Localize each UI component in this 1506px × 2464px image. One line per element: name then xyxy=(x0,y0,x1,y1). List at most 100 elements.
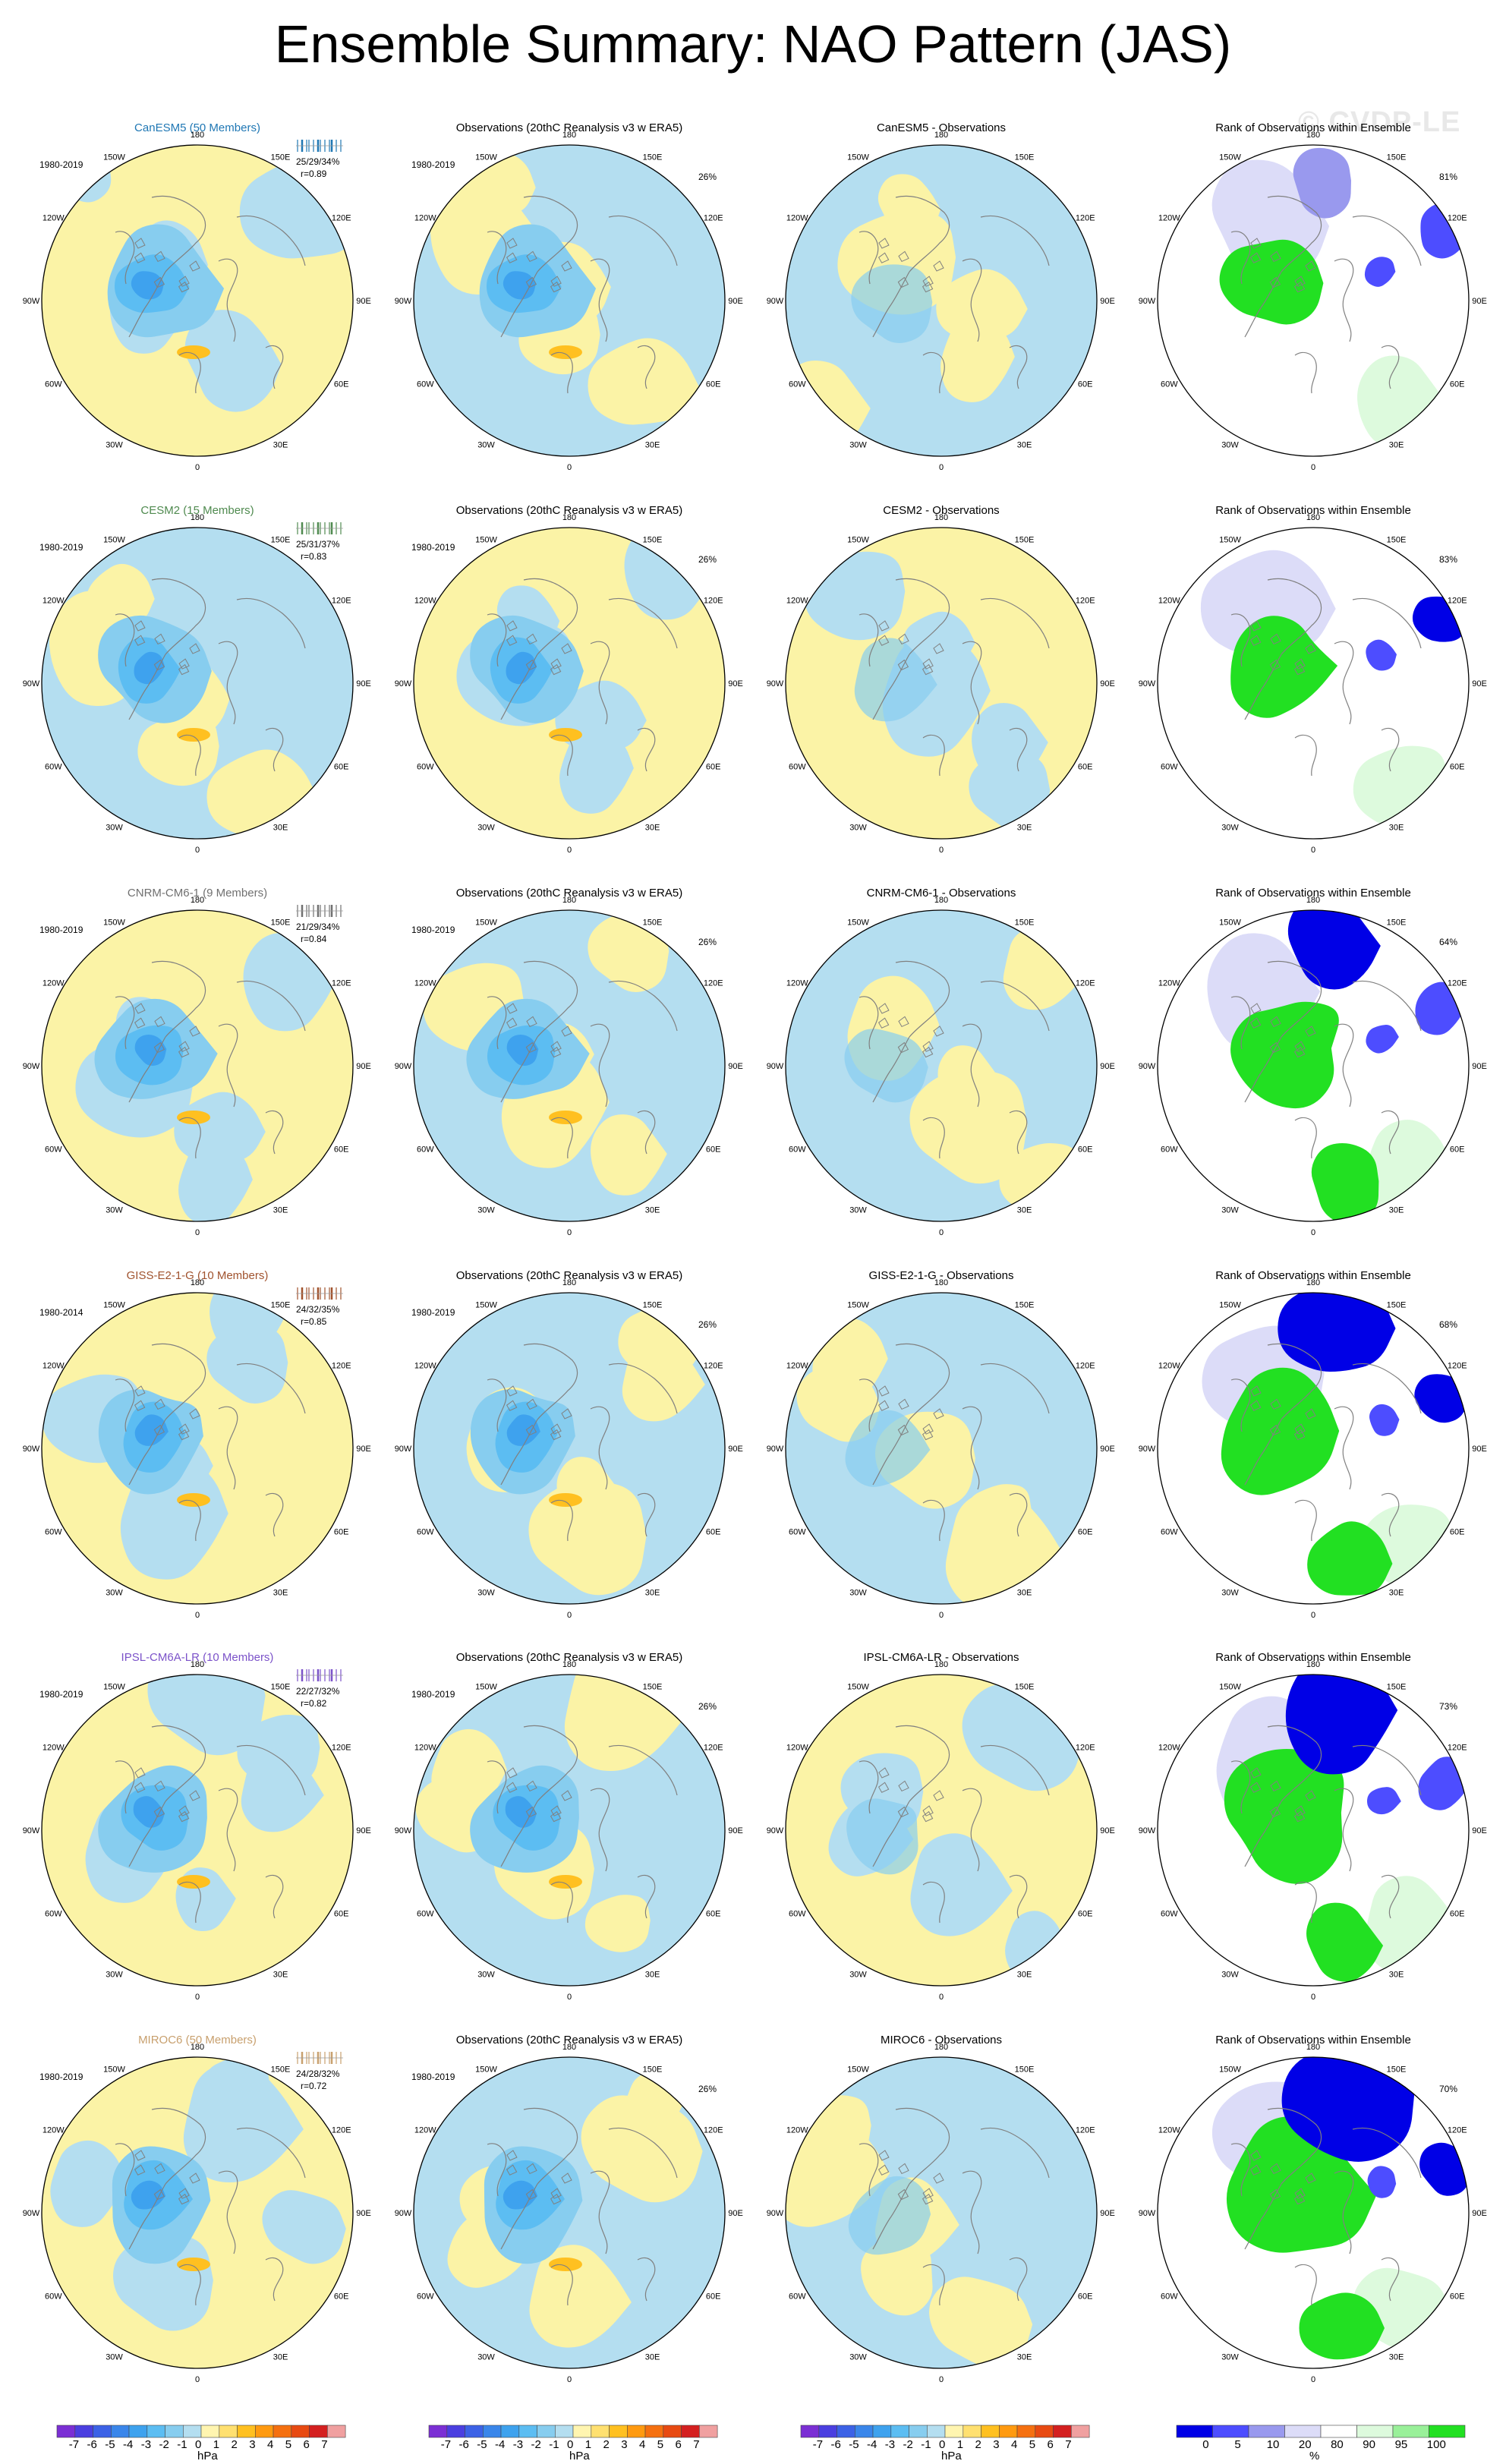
longitude-label: 180 xyxy=(934,896,948,905)
map-field xyxy=(1158,1675,1469,1986)
colorbar-swatch xyxy=(855,2425,874,2438)
longitude-label: 120E xyxy=(704,214,723,223)
longitude-label: 150E xyxy=(643,535,663,544)
colorbar-swatch xyxy=(998,2425,1018,2438)
longitude-label: 90W xyxy=(767,2209,784,2218)
colorbar-swatch xyxy=(1284,2425,1322,2438)
longitude-label: 60W xyxy=(45,1145,62,1155)
colorbar-tick: -2 xyxy=(159,2438,169,2451)
longitude-label: 60E xyxy=(1078,763,1093,772)
longitude-label: 30E xyxy=(1389,1589,1404,1598)
longitude-label: 150W xyxy=(847,535,869,544)
longitude-label: 0 xyxy=(567,846,572,855)
longitude-label: 0 xyxy=(567,1611,572,1620)
panel-title: IPSL-CM6A-LR (10 Members) xyxy=(121,1651,274,1664)
variance-range: 21/29/34% xyxy=(296,922,340,932)
map-field xyxy=(1158,910,1469,1221)
longitude-label: 90E xyxy=(1472,1445,1487,1454)
longitude-label: 60W xyxy=(789,1910,806,1919)
longitude-label: 30W xyxy=(849,824,867,833)
longitude-label: 60W xyxy=(45,763,62,772)
colorbar-swatch xyxy=(872,2425,892,2438)
longitude-label: 180 xyxy=(562,1660,576,1669)
longitude-label: 30W xyxy=(1221,1206,1239,1215)
model-panel: GISS-E2-1-G (10 Members) 1980-2014 24/32/3… xyxy=(23,1269,371,1620)
longitude-label: 90W xyxy=(1139,2209,1156,2218)
variance-explained: 26% xyxy=(698,2084,717,2094)
colorbar-tick: -6 xyxy=(830,2438,841,2451)
colorbar-swatch xyxy=(698,2425,718,2438)
longitude-label: 0 xyxy=(1311,463,1315,472)
longitude-label: 120E xyxy=(704,597,723,606)
colorbar-swatch xyxy=(128,2425,148,2438)
longitude-label: 90E xyxy=(1100,1445,1115,1454)
variance-explained: 26% xyxy=(698,1701,717,1712)
longitude-label: 90E xyxy=(356,297,371,306)
panel-title: Rank of Observations within Ensemble xyxy=(1215,1651,1411,1664)
rank-percent: 70% xyxy=(1439,2084,1458,2094)
longitude-label: 30W xyxy=(1221,824,1239,833)
longitude-label: 150W xyxy=(1219,1682,1241,1691)
longitude-label: 120W xyxy=(43,597,65,606)
longitude-label: 150E xyxy=(643,1300,663,1309)
longitude-label: 60E xyxy=(1450,1910,1465,1919)
colorbar-tick: 5 xyxy=(285,2438,292,2451)
panel-title: Rank of Observations within Ensemble xyxy=(1215,504,1411,517)
panel-title: Observations (20thC Reanalysis v3 w ERA5… xyxy=(455,887,683,900)
polar-map: 180 150E 120E 90E 60E 30E 0 30W 60W 90W 120W 150W xyxy=(1139,1660,1487,2002)
longitude-label: 150W xyxy=(847,1682,869,1691)
panel-title: CNRM-CM6-1 (9 Members) xyxy=(127,887,268,900)
longitude-label: 180 xyxy=(191,1660,204,1669)
colorbar-tick: -6 xyxy=(87,2438,97,2451)
difference-panel: CNRM-CM6-1 - Observations 180 150E 120E 90E 6… xyxy=(767,887,1115,1237)
longitude-label: 150E xyxy=(1015,2065,1035,2074)
longitude-label: 60E xyxy=(706,1910,721,1919)
longitude-label: 60E xyxy=(1450,2292,1465,2302)
longitude-label: 150E xyxy=(1387,1682,1407,1691)
longitude-label: 150W xyxy=(475,153,497,162)
colorbar-swatch xyxy=(555,2425,574,2438)
longitude-label: 60E xyxy=(1078,2292,1093,2302)
longitude-label: 30E xyxy=(645,1206,660,1215)
longitude-label: 180 xyxy=(191,896,204,905)
longitude-label: 90W xyxy=(767,1826,784,1835)
variance-explained: 26% xyxy=(698,172,717,182)
longitude-label: 60E xyxy=(1450,763,1465,772)
panel-title: Observations (20thC Reanalysis v3 w ERA5… xyxy=(455,2034,683,2047)
longitude-label: 120E xyxy=(1448,214,1467,223)
colorbar-tick: -5 xyxy=(105,2438,115,2451)
longitude-label: 150E xyxy=(271,1300,291,1309)
longitude-label: 0 xyxy=(567,463,572,472)
longitude-label: 0 xyxy=(939,2375,944,2384)
colorbar-swatch xyxy=(1053,2425,1072,2438)
longitude-label: 120W xyxy=(786,2126,808,2135)
longitude-label: 180 xyxy=(191,131,204,140)
colorbar-tick: -1 xyxy=(177,2438,187,2451)
longitude-label: 150E xyxy=(1015,153,1035,162)
longitude-label: 60E xyxy=(334,2292,349,2302)
longitude-label: 150E xyxy=(1387,535,1407,544)
map-field xyxy=(414,1675,725,1986)
longitude-label: 30W xyxy=(849,2353,867,2362)
polar-map: 180 150E 120E 90E 60E 30E 0 30W 60W 90W 120W 150W xyxy=(395,131,743,472)
colorbar-swatch xyxy=(1429,2425,1466,2438)
longitude-label: 30E xyxy=(1017,1971,1032,1980)
longitude-label: 30E xyxy=(1017,2353,1032,2362)
colorbar-swatch xyxy=(428,2425,448,2438)
colorbar-tick: 2 xyxy=(603,2438,610,2451)
longitude-label: 120W xyxy=(786,1744,808,1753)
longitude-label: 120W xyxy=(43,979,65,988)
longitude-label: 30W xyxy=(1221,1589,1239,1598)
longitude-label: 90E xyxy=(356,679,371,688)
map-field xyxy=(786,910,1097,1221)
observations-panel: Observations (20thC Reanalysis v3 w ERA5… xyxy=(395,121,743,472)
longitude-label: 120E xyxy=(1448,2126,1467,2135)
colorbar-tick: -3 xyxy=(884,2438,896,2451)
rank-percent: 73% xyxy=(1439,1701,1458,1712)
longitude-label: 180 xyxy=(1306,896,1320,905)
colorbar-swatch xyxy=(836,2425,855,2438)
colorbar-tick: -1 xyxy=(549,2438,559,2451)
panel-title: CNRM-CM6-1 - Observations xyxy=(866,887,1016,900)
polar-map: 180 150E 120E 90E 60E 30E 0 30W 60W 90W 120W 150W xyxy=(23,1660,371,2002)
